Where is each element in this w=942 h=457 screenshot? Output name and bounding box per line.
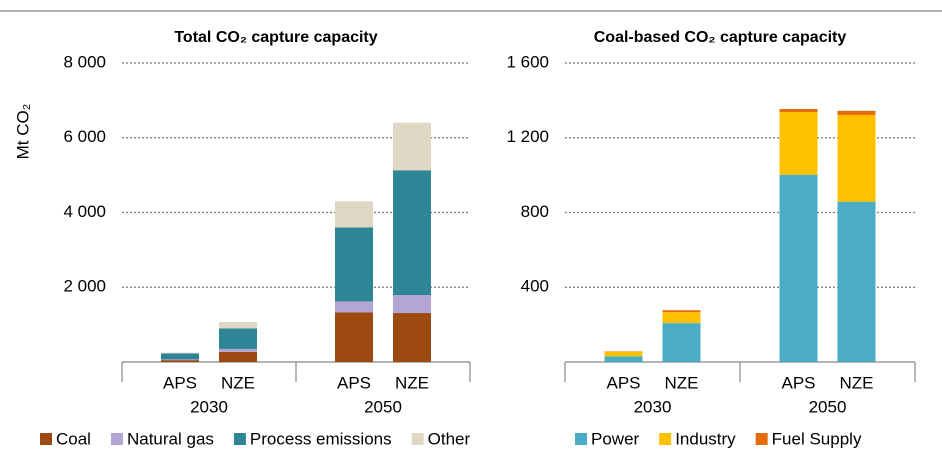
- y-tick-label: 1 600: [506, 52, 549, 71]
- legend-label: Other: [428, 429, 471, 448]
- x-tick-label: NZE: [840, 373, 874, 392]
- legend-swatch: [659, 433, 672, 445]
- legend-swatch: [233, 433, 246, 445]
- legend-swatch: [110, 433, 123, 445]
- bar-segment: [393, 295, 431, 314]
- y-tick-label: 400: [521, 277, 549, 296]
- bar-segment: [161, 352, 199, 354]
- legend-swatch: [575, 433, 587, 445]
- legend-label: Industry: [675, 429, 736, 448]
- bar-segment: [335, 312, 373, 362]
- x-tick-label: APS: [606, 373, 640, 392]
- bar-segment: [779, 174, 818, 362]
- bar-segment: [161, 359, 199, 361]
- y-axis-label: Mt CO₂: [13, 104, 32, 160]
- x-tick-label: APS: [163, 373, 197, 392]
- bar-segment: [604, 356, 643, 362]
- group-label: 2050: [364, 397, 402, 416]
- bar-segment: [604, 351, 643, 357]
- bar-segment: [662, 310, 701, 313]
- bar-segment: [393, 122, 431, 171]
- bar-segment: [219, 322, 257, 329]
- legend-swatch: [755, 433, 768, 445]
- bar-segment: [219, 328, 257, 349]
- legend-label: Fuel Supply: [772, 429, 862, 448]
- bar-segment: [837, 110, 876, 115]
- bar-segment: [219, 348, 257, 352]
- x-tick-label: NZE: [665, 373, 699, 392]
- chart-title: Total CO₂ capture capacity: [174, 29, 377, 46]
- group-label: 2030: [634, 397, 672, 416]
- legend-label: Power: [591, 429, 640, 448]
- bar-segment: [161, 353, 199, 360]
- x-tick-label: NZE: [221, 373, 255, 392]
- legend-label: Coal: [56, 429, 91, 448]
- x-tick-label: APS: [337, 373, 371, 392]
- bar-segment: [393, 313, 431, 362]
- bar-segment: [779, 111, 818, 175]
- bar-segment: [335, 301, 373, 313]
- bar-segment: [335, 201, 373, 228]
- legend-swatch: [411, 433, 424, 445]
- bar-segment: [837, 114, 876, 202]
- bar-segment: [219, 351, 257, 362]
- bar-segment: [393, 170, 431, 296]
- y-tick-label: 800: [521, 202, 549, 221]
- bar-segment: [161, 360, 199, 362]
- legend-label: Natural gas: [127, 429, 214, 448]
- group-label: 2030: [190, 397, 228, 416]
- y-tick-label: 2 000: [63, 277, 106, 296]
- legend-swatch: [40, 433, 52, 445]
- y-tick-label: 6 000: [63, 127, 106, 146]
- bar-segment: [662, 323, 701, 362]
- bar-segment: [779, 108, 818, 112]
- x-tick-label: NZE: [395, 373, 429, 392]
- group-label: 2050: [809, 397, 847, 416]
- x-tick-label: APS: [781, 373, 815, 392]
- bar-segment: [662, 312, 701, 324]
- y-tick-label: 8 000: [63, 52, 106, 71]
- chart-title: Coal-based CO₂ capture capacity: [594, 29, 847, 46]
- legend-label: Process emissions: [250, 429, 392, 448]
- y-tick-label: 1 200: [506, 127, 549, 146]
- bar-segment: [837, 201, 876, 362]
- y-tick-label: 4 000: [63, 202, 106, 221]
- bar-segment: [335, 227, 373, 302]
